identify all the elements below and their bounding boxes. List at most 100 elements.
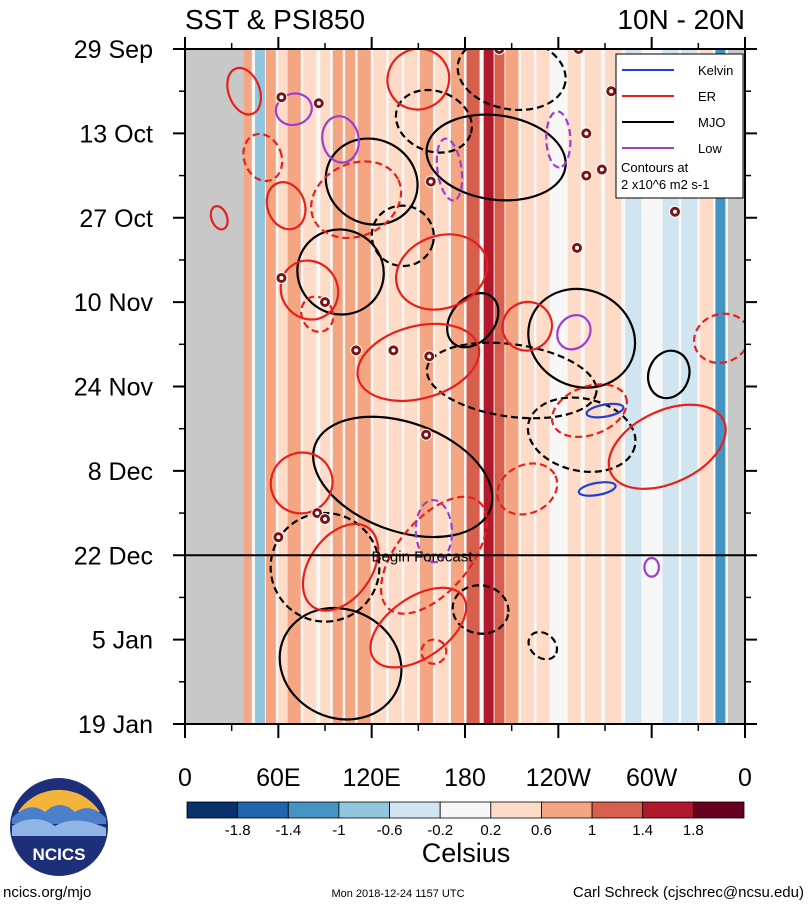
storm-eye — [276, 535, 281, 540]
kelvin-contour — [585, 402, 625, 419]
legend-label-kelvin: Kelvin — [698, 63, 733, 78]
mjo-contour — [527, 287, 637, 389]
colorbar-tick-label: 1.8 — [683, 822, 704, 839]
colorbar-swatch — [186, 801, 239, 819]
x-tick-label: 0 — [178, 764, 192, 792]
x-tick-label: 120E — [342, 764, 400, 792]
colorbar: -1.8 -1.4 -1 -0.6 -0.2 0.2 0.6 1 1.4 1.8 — [186, 801, 745, 839]
colorbar-swatch — [439, 801, 492, 819]
low-contour — [274, 92, 313, 127]
colorbar-swatch — [338, 801, 390, 819]
sst-band — [521, 49, 535, 724]
storm-eye — [428, 179, 433, 184]
chart-title: SST & PSI850 — [185, 4, 365, 35]
colorbar-tick-label: 0.2 — [480, 822, 501, 839]
er-contour — [395, 233, 489, 311]
sst-band — [483, 49, 494, 724]
storm-icon — [387, 344, 400, 357]
legend-label-mjo: MJO — [698, 115, 725, 130]
mjo-contour — [312, 415, 494, 539]
sst-band — [332, 49, 343, 724]
er-contour — [692, 312, 745, 364]
sst-band — [357, 49, 371, 724]
storm-icon — [595, 163, 608, 176]
colorbar-swatch — [591, 801, 644, 819]
logo-text: NCICS — [33, 845, 86, 864]
colorbar-tick-label: -1.4 — [275, 822, 301, 839]
storm-icon — [319, 513, 331, 526]
mjo-contour — [526, 396, 637, 473]
mjo-contour — [527, 630, 559, 661]
legend-label-er: ER — [698, 89, 716, 104]
storm-icon — [580, 169, 593, 182]
y-tick-label: 19 Jan — [78, 711, 153, 739]
er-contour — [300, 295, 335, 333]
er-contour — [310, 160, 403, 240]
sst-band — [265, 49, 276, 724]
er-contour — [265, 181, 307, 231]
colorbar-swatch — [389, 801, 441, 819]
sst-band — [466, 49, 480, 724]
er-contour — [356, 322, 481, 402]
storm-icon — [350, 344, 363, 357]
storm-eye — [391, 348, 396, 353]
x-axis: 0 60E 120E 180 120W 60W 0 — [178, 37, 752, 792]
storm-marker — [493, 49, 506, 55]
storm-icon — [580, 127, 593, 140]
storm-icon — [424, 175, 437, 188]
storm-icon — [669, 205, 681, 218]
sst-band — [320, 49, 331, 724]
storm-icon — [605, 85, 618, 98]
mjo-contour — [324, 137, 419, 226]
low-contour — [545, 110, 572, 169]
low-contour — [643, 556, 660, 578]
mjo-contour — [451, 584, 510, 635]
mjo-contour — [370, 204, 435, 268]
er-contour — [226, 66, 262, 116]
legend-label-low: Low — [698, 141, 722, 156]
storm-icon — [571, 241, 583, 254]
er-contour — [550, 383, 629, 438]
storm-icon — [275, 91, 288, 104]
storm-eye — [354, 348, 359, 353]
storm-eye — [584, 131, 589, 136]
colorbar-tick-label: -0.6 — [377, 822, 403, 839]
sst-band — [404, 49, 418, 724]
colorbar-swatch — [692, 801, 745, 819]
storm-eye — [315, 511, 320, 516]
sst-band — [715, 49, 726, 724]
x-tick-label: 60W — [626, 764, 678, 792]
er-contour — [242, 132, 284, 183]
x-tick-label: 0 — [738, 764, 752, 792]
er-contour — [369, 586, 468, 669]
colorbar-swatch — [237, 801, 289, 819]
er-contour — [607, 403, 727, 490]
storm-eye — [599, 167, 604, 172]
low-contour — [435, 137, 464, 202]
footer-timestamp: Mon 2018-12-24 1157 UTC — [331, 888, 464, 900]
low-contour — [321, 115, 360, 164]
sst-band — [303, 49, 317, 724]
forecast-label: Begin Forecast — [372, 548, 474, 565]
colorbar-unit: Celsius — [422, 838, 511, 868]
colorbar-swatch — [541, 801, 593, 819]
storm-eye — [673, 209, 677, 214]
sst-band — [494, 49, 505, 724]
storm-icon — [319, 296, 331, 309]
colorbar-swatch — [642, 801, 694, 819]
storm-eye — [584, 173, 589, 178]
colorbar-swatch — [287, 801, 340, 819]
storm-icon — [420, 428, 433, 441]
mjo-contour — [425, 341, 598, 420]
storm-icon — [272, 531, 285, 544]
er-contour — [496, 462, 559, 516]
storm-eye — [279, 95, 284, 100]
sst-band — [278, 49, 289, 724]
y-tick-label: 13 Oct — [79, 120, 153, 148]
storm-icon — [312, 97, 325, 110]
y-tick-label: 10 Nov — [74, 289, 154, 317]
low-contour — [556, 314, 592, 351]
footer-website: ncics.org/mjo — [3, 884, 91, 901]
storm-eye — [424, 432, 429, 437]
